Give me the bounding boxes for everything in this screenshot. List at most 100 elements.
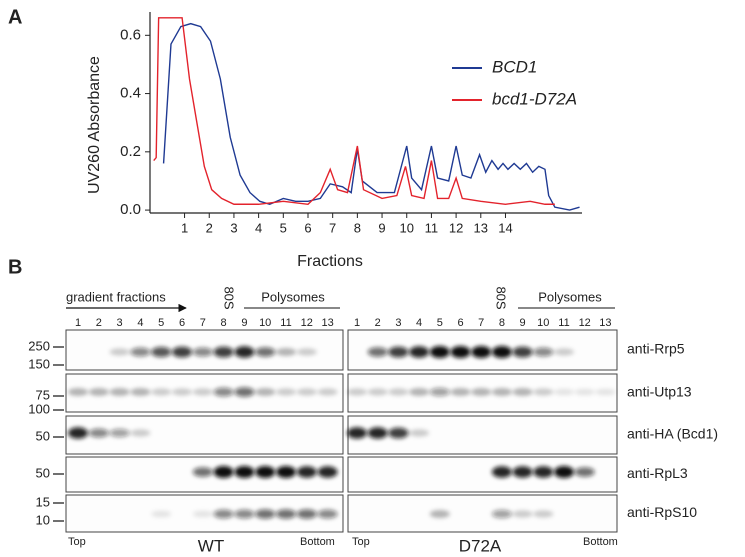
band [88,428,109,438]
polysome-label: Polysomes [261,289,325,304]
band [533,466,554,478]
band [367,347,388,357]
y-tick-label: 0.0 [120,201,141,218]
fraction-label: 9 [520,317,526,329]
legend-label: BCD1 [492,57,537,76]
fraction-label: 8 [221,317,227,329]
band [554,388,574,396]
marker-label: 75 [36,387,50,402]
band [317,388,338,396]
fraction-label: 11 [280,317,291,329]
top-label: Top [68,536,86,548]
x-tick-label: 9 [378,220,385,235]
band [151,346,172,358]
band [151,388,172,396]
fraction-label: 4 [137,317,143,329]
fraction-label: 12 [301,317,313,329]
band [388,346,409,358]
band [234,509,255,519]
x-tick-label: 2 [206,220,213,235]
band [554,466,574,478]
y-tick-label: 0.6 [120,26,141,43]
fraction-label: 4 [416,317,422,329]
line [162,22,580,211]
band [491,466,512,478]
band [409,346,430,358]
band [317,509,338,519]
band [533,388,554,396]
band [491,509,512,519]
marker-label: 50 [36,465,50,480]
band [109,388,130,396]
fraction-label: 2 [96,317,102,329]
x-tick-label: 12 [449,220,463,235]
band [276,466,296,478]
line [153,17,555,205]
band [574,388,595,396]
band [491,388,512,396]
band [109,428,130,438]
band [234,346,255,358]
band [388,388,409,396]
strain-label: D72A [459,536,502,555]
legend-label: bcd1-D72A [492,89,577,108]
fraction-label: 10 [537,317,549,329]
gradient-label: gradient fractions [66,289,166,304]
band [367,388,388,396]
fraction-label: 8 [499,317,505,329]
band [130,388,151,396]
band [347,427,367,439]
y-tick-label: 0.2 [120,143,141,160]
y-tick-label: 0.4 [120,85,141,102]
band [533,347,554,357]
antibody-label: anti-Rrp5 [627,341,685,357]
band [429,387,450,397]
band [130,429,151,437]
band [192,347,213,357]
band [512,346,533,358]
band [296,466,317,478]
band [574,467,595,477]
band [367,427,388,439]
band [276,388,296,396]
y-axis-label: UV260 Absorbance [86,56,103,194]
band [213,466,234,478]
marker-label: 10 [36,512,50,527]
band [347,388,367,396]
band [450,388,471,396]
band [429,346,450,358]
band [512,466,533,478]
strain-label: WT [198,536,224,555]
x-tick-label: 1 [181,220,188,235]
band [255,347,276,357]
x-tick-label: 7 [329,220,336,235]
marker-label: 150 [28,356,50,371]
x-tick-label: 4 [255,220,262,235]
panel-label: A [8,6,22,28]
antibody-label: anti-RpL3 [627,465,688,481]
band [68,388,88,396]
band [450,346,471,358]
panel-label: B [8,256,22,278]
band [471,346,492,358]
band [595,388,616,396]
band [130,347,151,357]
band [512,510,533,518]
antibody-label: anti-Utp13 [627,384,692,400]
marker-label: 250 [28,338,50,353]
band [213,509,234,519]
band [109,348,130,356]
fraction-label: 3 [117,317,123,329]
band [192,510,213,518]
band [68,427,88,439]
band [88,388,109,396]
band [512,388,533,396]
ribosome-label: 80S [494,286,509,309]
x-tick-label: 6 [304,220,311,235]
band [234,387,255,397]
antibody-label: anti-RpS10 [627,504,697,520]
blot [347,415,618,455]
x-tick-label: 3 [230,220,237,235]
fraction-label: 7 [478,317,484,329]
